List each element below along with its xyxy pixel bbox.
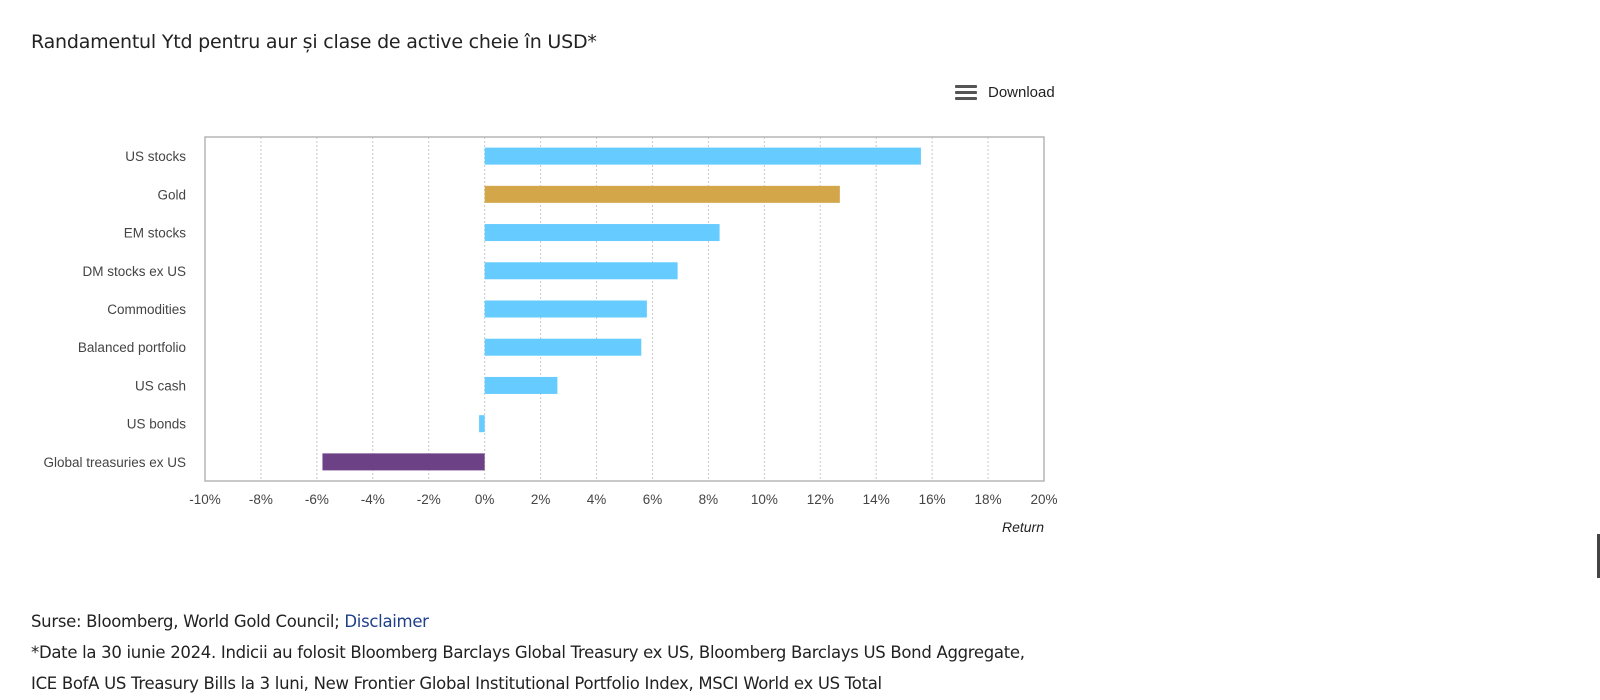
sources-line: Surse: Bloomberg, World Gold Council; Di…: [31, 606, 1051, 637]
x-tick-label: 4%: [587, 492, 607, 507]
bar: [484, 300, 647, 318]
x-tick-label: -10%: [189, 492, 221, 507]
x-tick-label: -6%: [305, 492, 329, 507]
x-tick-label: 6%: [643, 492, 663, 507]
x-tick-label: 10%: [751, 492, 778, 507]
bar: [484, 338, 642, 356]
chart-title: Randamentul Ytd pentru aur și clase de a…: [31, 31, 597, 53]
category-label: US bonds: [127, 417, 187, 432]
bar: [484, 262, 678, 280]
category-label: Balanced portfolio: [78, 340, 186, 355]
x-tick-label: 8%: [699, 492, 719, 507]
x-tick-label: 2%: [531, 492, 551, 507]
category-label: US cash: [135, 378, 186, 393]
x-tick-label: 20%: [1030, 492, 1057, 507]
bar: [484, 185, 840, 203]
category-label: EM stocks: [124, 226, 187, 241]
chart-footer: Surse: Bloomberg, World Gold Council; Di…: [31, 606, 1051, 699]
disclaimer-link[interactable]: Disclaimer: [344, 612, 429, 631]
x-tick-label: -8%: [249, 492, 273, 507]
x-tick-label: 14%: [863, 492, 890, 507]
footnote-text: *Date la 30 iunie 2024. Indicii au folos…: [31, 643, 1025, 693]
menu-icon: [955, 83, 977, 101]
bar: [484, 376, 558, 394]
x-tick-label: 18%: [975, 492, 1002, 507]
plot-frame: [204, 136, 1045, 482]
bar: [484, 224, 720, 242]
category-label: Commodities: [107, 302, 186, 317]
scrollbar[interactable]: [1597, 534, 1600, 578]
x-tick-label: -4%: [361, 492, 385, 507]
download-button[interactable]: Download: [955, 78, 1055, 106]
category-label: US stocks: [125, 149, 186, 164]
category-label: DM stocks ex US: [82, 264, 186, 279]
x-tick-label: 16%: [919, 492, 946, 507]
category-label: Global treasuries ex US: [43, 455, 186, 470]
x-tick-label: 0%: [475, 492, 495, 507]
bar: [484, 147, 921, 165]
bar: [479, 415, 485, 433]
category-label: Gold: [157, 187, 186, 202]
bar: [322, 453, 485, 471]
x-axis-label: Return: [1002, 519, 1044, 535]
download-label: Download: [988, 83, 1055, 101]
bar-chart: US stocks Gold EM stocks DM stocks ex US Com…: [43, 136, 1058, 535]
x-tick-label: -2%: [417, 492, 441, 507]
sources-text: Surse: Bloomberg, World Gold Council;: [31, 612, 345, 631]
x-tick-label: 12%: [807, 492, 834, 507]
